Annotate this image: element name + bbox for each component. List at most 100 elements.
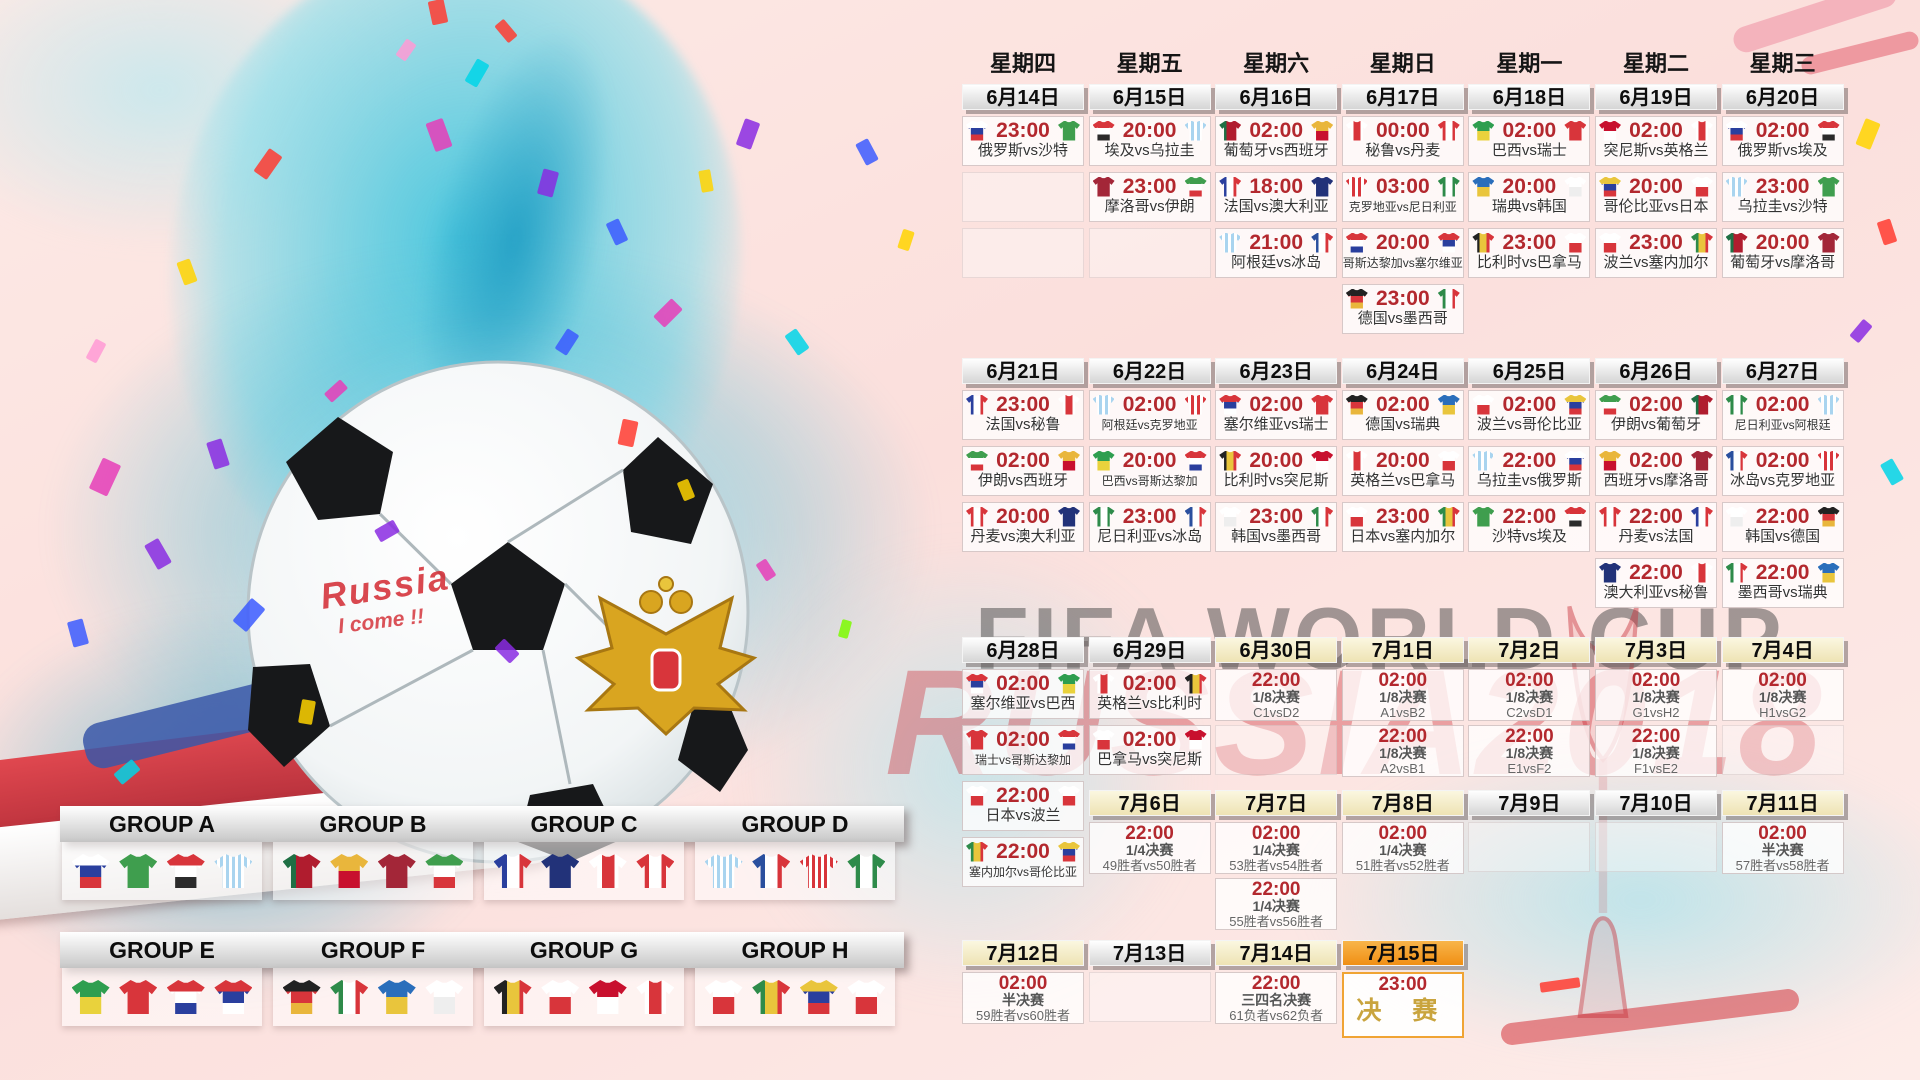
- match-teams: A2vsB1: [1380, 761, 1426, 776]
- empty-cell: [962, 228, 1084, 278]
- match-teams: 葡萄牙vs西班牙: [1223, 142, 1329, 159]
- jersey-icon: [847, 854, 886, 888]
- match-row: 20:00: [1723, 229, 1843, 253]
- jersey-icon: [1345, 288, 1368, 309]
- knockout-cell: 22:00 1/4决赛 55胜者vs56胜者: [1215, 878, 1338, 930]
- match-time: 02:00: [1629, 119, 1683, 142]
- match-time: 02:00: [1755, 393, 1810, 416]
- match-row: 20:00: [1090, 117, 1210, 141]
- date-header: 6月18日: [1468, 84, 1591, 110]
- knockout-cell: 02:00 半决赛 57胜者vs58胜者: [1721, 822, 1844, 874]
- jersey-icon: [1691, 232, 1713, 253]
- match-cell: 02:00 瑞士vs哥斯达黎加: [962, 725, 1084, 775]
- match-cell: 18:00 法国vs澳大利亚: [1215, 172, 1338, 222]
- stage-label: 1/4决赛: [1252, 898, 1300, 914]
- stage-label: 1/8决赛: [1252, 689, 1300, 705]
- match-time: 22:00: [1251, 670, 1301, 691]
- match-time: 20:00: [1629, 175, 1683, 198]
- jersey-icon: [1691, 506, 1713, 527]
- jersey-icon: [1725, 506, 1748, 527]
- match-teams: 葡萄牙vs摩洛哥: [1730, 254, 1836, 271]
- match-teams: 59胜者vs60胜者: [976, 1008, 1070, 1023]
- weekday-label: 星期五: [1116, 51, 1183, 76]
- match-cell: 22:00 日本vs波兰: [962, 781, 1084, 831]
- soccer-ball: [238, 352, 758, 877]
- match-teams: 比利时vs突尼斯: [1223, 472, 1329, 489]
- match-teams: 瑞士vs哥斯达黎加: [974, 753, 1071, 767]
- date-header: 7月13日: [1088, 940, 1211, 966]
- russia-crest: [574, 576, 758, 737]
- match-time: 23:00: [1755, 175, 1810, 198]
- date-header: 6月30日: [1215, 637, 1338, 663]
- match-time: 20:00: [1502, 175, 1557, 198]
- jersey-icon: [493, 980, 532, 1014]
- jersey-icon: [966, 785, 988, 806]
- match-row: 02:00: [1596, 117, 1716, 141]
- match-teams: A1vsB2: [1380, 705, 1426, 720]
- jersey-icon: [1219, 394, 1242, 415]
- match-teams: 秘鲁vs丹麦: [1365, 142, 1441, 159]
- match-time: 23:00: [1375, 287, 1430, 310]
- jersey-icon: [1345, 120, 1368, 141]
- match-time: 18:00: [1249, 175, 1304, 198]
- match-teams: 巴西vs哥斯达黎加: [1101, 474, 1198, 488]
- match-time: 22:00: [1629, 561, 1683, 584]
- knockout-cell: 02:00 1/8决赛 A1vsB2: [1341, 669, 1464, 721]
- stage-label: 1/4决赛: [1125, 842, 1174, 858]
- match-teams: 英格兰vs巴拿马: [1350, 472, 1456, 489]
- match-cell: 20:00 哥伦比亚vs日本: [1595, 172, 1717, 222]
- jersey-icon: [1219, 450, 1242, 471]
- jersey-icon: [425, 854, 464, 888]
- weekday-label: 星期日: [1369, 51, 1436, 76]
- jersey-icon: [1599, 450, 1621, 471]
- match-time: 02:00: [1249, 119, 1304, 142]
- match-teams: 塞尔维亚vs瑞士: [1223, 416, 1329, 433]
- match-teams: 57胜者vs58胜者: [1735, 858, 1830, 873]
- jersey-icon: [1599, 562, 1621, 583]
- match-time: 22:00: [1755, 505, 1810, 528]
- match-row: 02:00: [963, 726, 1083, 750]
- match-cell: 22:00 沙特vs埃及: [1468, 502, 1591, 552]
- match-teams: 沙特vs埃及: [1491, 528, 1567, 545]
- jersey-icon: [1219, 232, 1242, 253]
- match-row: 22:00: [1723, 559, 1843, 583]
- match-cell: 02:00 塞尔维亚vs瑞士: [1215, 390, 1338, 440]
- jersey-icon: [1817, 506, 1840, 527]
- jersey-icon: [966, 450, 988, 471]
- jersey-icon: [1184, 394, 1207, 415]
- match-row: 20:00: [1216, 447, 1336, 471]
- match-time: 21:00: [1249, 231, 1304, 254]
- date-header: 6月15日: [1088, 84, 1211, 110]
- match-row: 02:00: [1469, 117, 1589, 141]
- jersey-icon: [1437, 394, 1460, 415]
- match-teams: 比利时vs巴拿马: [1476, 254, 1582, 271]
- match-cell: 22:00 澳大利亚vs秘鲁: [1595, 558, 1717, 608]
- match-row: 02:00: [1596, 391, 1716, 415]
- jersey-icon: [1219, 506, 1242, 527]
- match-cell: 23:00 比利时vs巴拿马: [1468, 228, 1591, 278]
- jersey-icon: [377, 854, 416, 888]
- match-time: 02:00: [1755, 119, 1810, 142]
- jersey-icon: [1311, 394, 1334, 415]
- match-cell: 02:00 葡萄牙vs西班牙: [1215, 116, 1338, 166]
- weekday-label: 星期六: [1243, 51, 1310, 76]
- group-teams-panel: [695, 842, 895, 900]
- match-cell: 02:00 波兰vs哥伦比亚: [1468, 390, 1591, 440]
- group-title: GROUP E: [109, 937, 215, 963]
- group-teams-panel: [62, 968, 262, 1026]
- jersey-icon: [1092, 729, 1115, 750]
- knockout-cell: 02:00 1/8决赛 G1vsH2: [1595, 669, 1717, 721]
- match-teams: 乌拉圭vs俄罗斯: [1476, 472, 1582, 489]
- match-time: 20:00: [1755, 231, 1810, 254]
- jersey-icon: [966, 673, 988, 694]
- match-time: 22:00: [996, 784, 1050, 807]
- date-header: 6月27日: [1721, 358, 1844, 384]
- knockout-cell: 22:00 1/8决赛 E1vsF2: [1468, 725, 1591, 777]
- group-title: GROUP H: [741, 937, 849, 963]
- match-time: 02:00: [1758, 823, 1807, 844]
- knockout-cell: 22:00 三四名决赛 61负者vs62负者: [1215, 972, 1338, 1024]
- jersey-icon: [1058, 120, 1080, 141]
- jersey-icon: [799, 854, 838, 888]
- match-teams: 55胜者vs56胜者: [1229, 914, 1324, 929]
- jersey-icon: [1817, 176, 1840, 197]
